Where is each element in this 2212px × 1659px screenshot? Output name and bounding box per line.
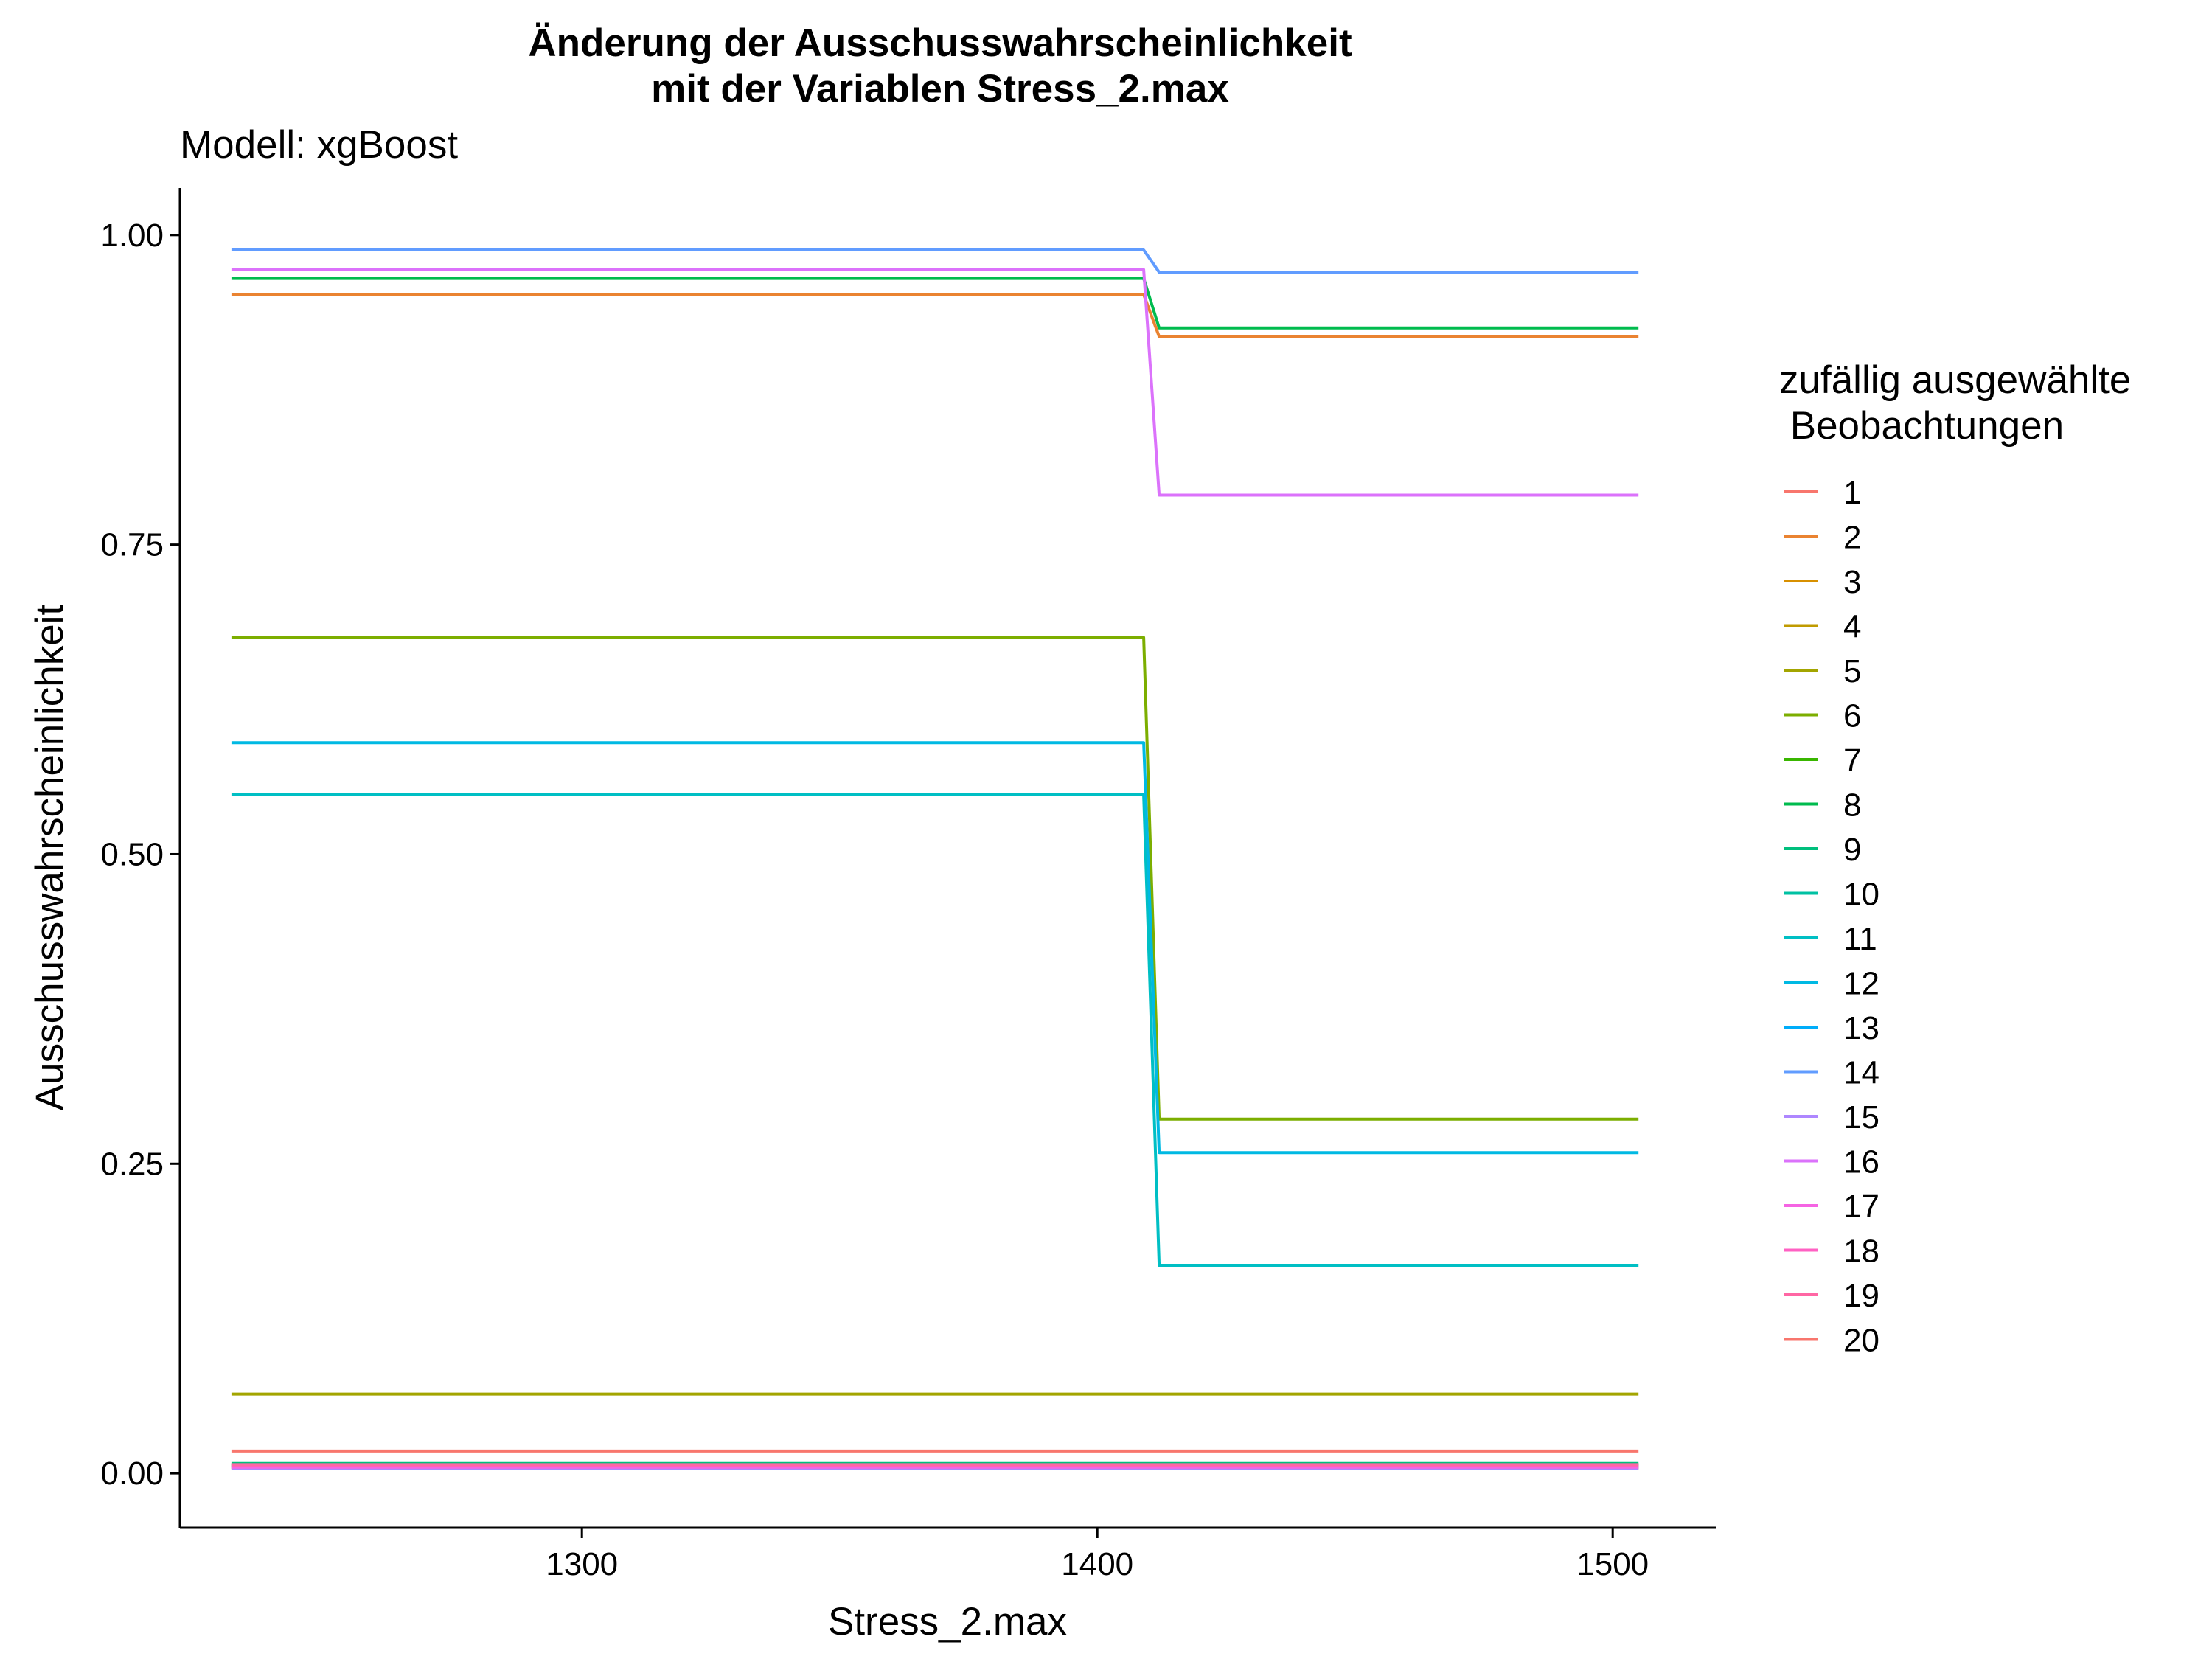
- x-tick-label: 1300: [546, 1546, 618, 1582]
- chart-title-line2: mit der Variablen Stress_2.max: [651, 67, 1229, 111]
- legend-label-18: 18: [1843, 1234, 1879, 1270]
- x-tick-label: 1400: [1061, 1546, 1133, 1582]
- series-line-8: [231, 276, 1639, 330]
- chart-subtitle: Modell: xgBoost: [180, 123, 458, 167]
- legend-label-5: 5: [1843, 653, 1861, 689]
- legend-label-2: 2: [1843, 520, 1861, 556]
- legend-label-14: 14: [1843, 1055, 1879, 1091]
- series-line-12: [231, 741, 1639, 1155]
- legend-label-3: 3: [1843, 564, 1861, 600]
- y-tick-label: 0.75: [100, 527, 164, 563]
- series-line-11: [231, 793, 1639, 1267]
- x-axis-title: Stress_2.max: [828, 1600, 1067, 1644]
- legend-label-20: 20: [1843, 1323, 1879, 1359]
- chart-title-line1: Änderung der Ausschusswahrscheinlichkeit: [528, 21, 1352, 65]
- legend-label-11: 11: [1843, 921, 1877, 957]
- y-tick-label: 0.00: [100, 1455, 164, 1492]
- legend-label-1: 1: [1843, 475, 1861, 511]
- series-line-16: [231, 268, 1639, 497]
- legend-title-line1: zufällig ausgewählte: [1779, 358, 2131, 402]
- legend-label-7: 7: [1843, 742, 1861, 779]
- legend-label-6: 6: [1843, 698, 1861, 734]
- legend-label-13: 13: [1843, 1010, 1879, 1046]
- legend-label-16: 16: [1843, 1144, 1879, 1180]
- legend-label-19: 19: [1843, 1278, 1879, 1314]
- legend-label-4: 4: [1843, 609, 1861, 645]
- series-line-6: [231, 636, 1639, 1121]
- series-lines: [231, 248, 1639, 1470]
- legend: zufällig ausgewählte Beobachtungen 12345…: [1779, 358, 2131, 1359]
- x-axis-ticks: 1300 1400 1500: [546, 1528, 1649, 1582]
- legend-label-15: 15: [1843, 1099, 1879, 1135]
- y-tick-label: 0.25: [100, 1146, 164, 1182]
- legend-label-8: 8: [1843, 787, 1861, 824]
- series-line-14: [231, 248, 1639, 274]
- legend-label-12: 12: [1843, 966, 1879, 1002]
- series-line-2: [231, 293, 1639, 338]
- y-axis-title: Ausschusswahrscheinlichkeit: [28, 605, 72, 1111]
- y-tick-label: 1.00: [100, 218, 164, 254]
- x-tick-label: 1500: [1576, 1546, 1649, 1582]
- y-axis-ticks: 0.00 0.25 0.50 0.75 1.00: [100, 218, 180, 1492]
- legend-title-line2: Beobachtungen: [1779, 404, 2064, 448]
- y-tick-label: 0.50: [100, 836, 164, 872]
- legend-label-9: 9: [1843, 832, 1861, 868]
- legend-label-10: 10: [1843, 877, 1879, 913]
- legend-label-17: 17: [1843, 1189, 1879, 1225]
